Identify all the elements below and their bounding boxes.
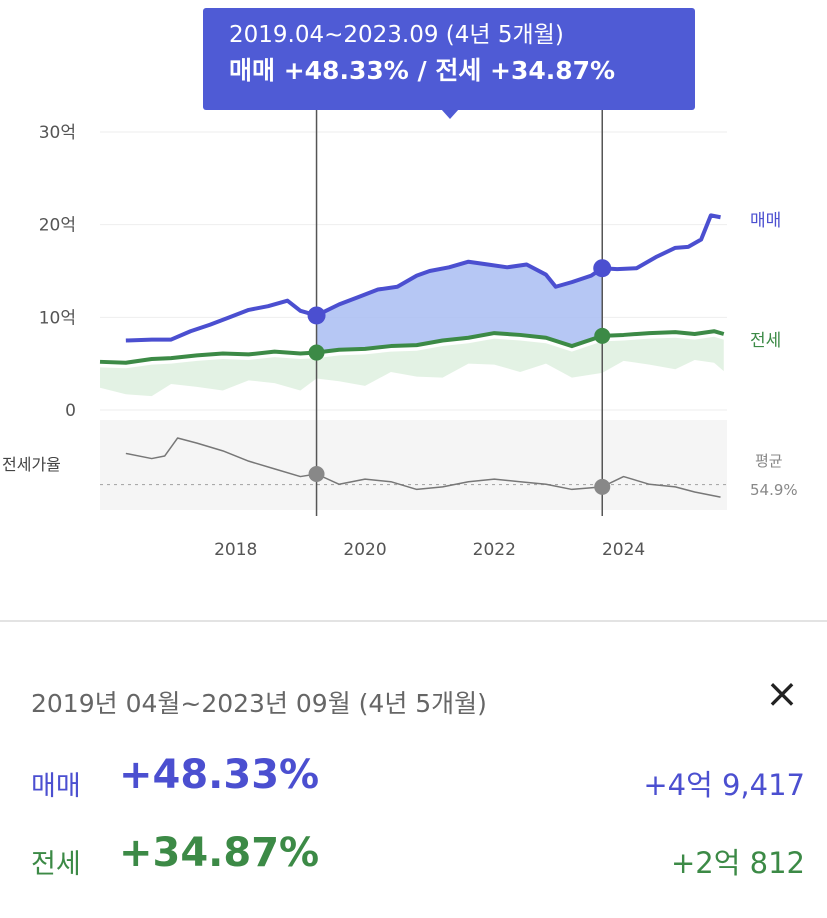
x-tick-label: 2022	[473, 540, 516, 560]
sale-change-row: 매매 +48.33% +4억 9,417	[31, 750, 805, 810]
y-tick-label: 30억	[39, 123, 76, 143]
ratio-point	[594, 478, 611, 495]
rent-amount: +2억 812	[671, 846, 805, 880]
rent-series-label: 전세	[750, 331, 781, 351]
y-tick-label: 10억	[39, 308, 76, 328]
ratio-average-value: 54.9%	[750, 481, 798, 499]
selected-gap-area	[316, 261, 603, 353]
sale-label: 매매	[31, 771, 81, 802]
sale-line	[125, 213, 721, 343]
price-chart[interactable]: 0 10억 20억 30억 2018 2020 2022 2024 매매 전세 전세가율 평…	[0, 0, 827, 616]
y-tick-label: 0	[65, 401, 76, 421]
x-tick-label: 2018	[214, 540, 257, 560]
selection-tooltip: 2019.04~2023.09 (4년 5개월) 매매 +48.33% / 전세…	[203, 8, 695, 119]
rent-point	[308, 344, 325, 361]
rent-range-band	[100, 336, 724, 397]
ratio-point	[308, 466, 325, 482]
tooltip-range: 2019.04~2023.09 (4년 5개월)	[229, 22, 564, 48]
rent-percent: +34.87%	[119, 830, 320, 876]
ratio-line	[125, 437, 721, 498]
selection-detail-panel: 2019년 04월~2023년 09월 (4년 5개월) × 매매 +48.33…	[0, 620, 827, 918]
sale-percent: +48.33%	[119, 752, 320, 798]
sale-point	[307, 306, 326, 325]
sale-point	[593, 259, 612, 278]
tooltip-summary: 매매 +48.33% / 전세 +34.87%	[229, 56, 616, 85]
y-tick-label: 20억	[39, 216, 76, 236]
ratio-series-label: 전세가율	[2, 455, 61, 474]
rent-label: 전세	[31, 849, 81, 880]
x-tick-label: 2024	[602, 540, 645, 560]
rent-line	[99, 329, 725, 365]
x-tick-label: 2020	[343, 540, 386, 560]
rent-change-row: 전세 +34.87% +2억 812	[31, 828, 805, 888]
ratio-panel-background	[100, 420, 727, 510]
sale-amount: +4억 9,417	[643, 768, 805, 802]
sale-series-label: 매매	[750, 211, 781, 231]
selected-period: 2019년 04월~2023년 09월 (4년 5개월)	[31, 689, 487, 718]
rent-point	[594, 327, 611, 344]
ratio-average-label: 평균	[755, 452, 783, 470]
tooltip-pointer	[441, 109, 459, 119]
close-icon[interactable]: ×	[765, 671, 799, 717]
